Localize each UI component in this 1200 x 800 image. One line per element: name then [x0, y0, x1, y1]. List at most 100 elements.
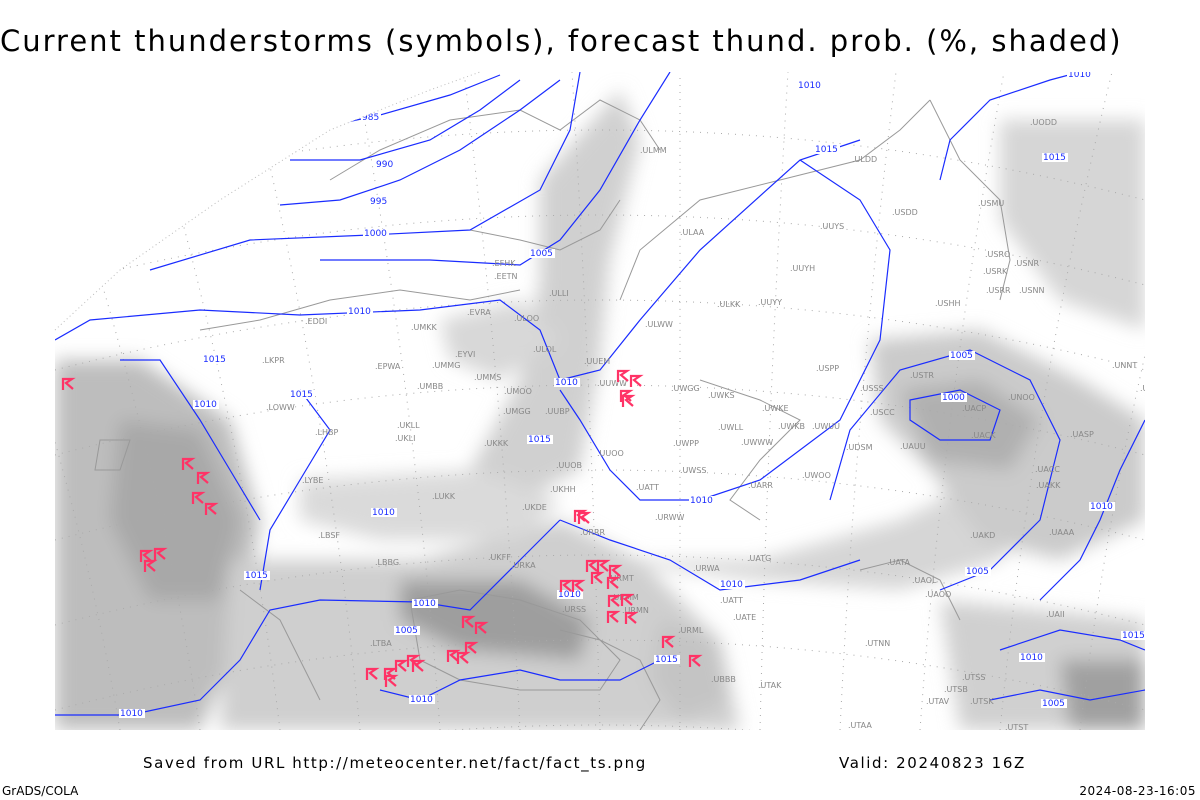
station-label: .UWPP [673, 439, 699, 448]
thunderstorm-icon [616, 369, 631, 382]
station-label: .UWWW [741, 438, 773, 447]
isobar-label-background [202, 355, 228, 364]
isobar-label-background [1067, 72, 1093, 79]
coastline [94, 439, 131, 471]
isobar-label: 1010 [372, 508, 395, 518]
isobar-line [120, 359, 261, 521]
station-label: .UAOO [925, 590, 951, 599]
station-label: .EPWA [375, 362, 401, 371]
probability-shade-area [600, 470, 1060, 590]
station-label: .UTAV [926, 697, 950, 706]
isobar-label-background [119, 709, 145, 718]
station-label: .UATA [887, 558, 911, 567]
coastline [409, 589, 621, 691]
station-label: .UMBB [417, 382, 443, 391]
isobar-label: 1005 [950, 351, 973, 361]
map-title: Current thunderstorms (symbols), forecas… [0, 24, 1123, 58]
station-label: .USRR [986, 286, 1011, 295]
thunderstorm-icon [196, 471, 211, 484]
isobar-label-background [797, 81, 823, 90]
isobar-label-background [1089, 502, 1115, 511]
isobar-label: 1010 [413, 599, 436, 609]
station-label: .LYBE [302, 476, 323, 485]
thunderstorm-icon [606, 576, 621, 589]
station-label: .UKKK [484, 439, 509, 448]
isobar-label: 1015 [245, 571, 268, 581]
station-label: .UWKB [778, 422, 805, 431]
station-label: .ULKK [717, 300, 741, 309]
meridian-line [839, 72, 897, 730]
station-label: .USPP [816, 364, 839, 373]
station-label: .UTAA [848, 721, 872, 730]
station-label: .UAKD [970, 531, 995, 540]
station-label: .UMKK [411, 323, 438, 332]
thunderstorm-icon [559, 579, 574, 592]
thunderstorm-icon [608, 564, 623, 577]
station-label: .USMU [978, 199, 1004, 208]
probability-shade-area [1000, 120, 1145, 330]
isobar-label-background [529, 249, 555, 258]
station-label: .ULLI [549, 289, 569, 298]
isobar-label: 1010 [410, 695, 433, 705]
thunderstorm-icon [394, 659, 409, 672]
station-label: .EDDI [305, 317, 327, 326]
isobar-line [939, 72, 1081, 181]
station-label: .URSS [562, 605, 586, 614]
isobar-label: 1010 [690, 496, 713, 506]
station-label: .EVRA [467, 308, 491, 317]
station-label: .UUYS [820, 222, 844, 231]
isobar-label: 1010 [1090, 502, 1113, 512]
isobar-line [909, 389, 1001, 441]
station-label: .UKFF [488, 553, 511, 562]
station-label: .UTSB [944, 685, 968, 694]
isobar-line [559, 159, 891, 501]
isobar-label: 1000 [942, 393, 965, 403]
coastlines [94, 99, 1011, 730]
thunderstorm-icon [143, 559, 158, 572]
station-label: .LKPR [262, 356, 285, 365]
isobar-label-background [654, 655, 680, 664]
station-label: .UWUU [812, 422, 840, 431]
station-label: .UUBP [545, 407, 570, 416]
probability-shade-area [900, 380, 1040, 470]
isobar-label: 1010 [558, 590, 581, 600]
station-label: .UWKS [708, 391, 735, 400]
probability-shade-area [1060, 660, 1145, 730]
isobar-label-background [557, 590, 583, 599]
isobar-label-background [965, 567, 991, 576]
thunderstorm-icon [464, 641, 479, 654]
station-label: .LHBP [315, 428, 339, 437]
station-label: .URRR [580, 528, 606, 537]
station-label: .UACP [962, 404, 986, 413]
isobar-label: 1005 [966, 567, 989, 577]
isobar-line [55, 519, 561, 716]
isobar-label: 1015 [203, 355, 226, 365]
isobar-label-background [363, 229, 389, 238]
station-label: .UMOO [504, 387, 532, 396]
station-label: .ULWW [645, 320, 673, 329]
station-label: .UWKE [762, 404, 789, 413]
isobar-line [559, 519, 861, 591]
isobar-line [999, 629, 1145, 651]
station-label: .LOWW [266, 403, 295, 412]
station-label: .UWOO [802, 471, 831, 480]
coastline [239, 589, 321, 701]
station-label: .UASP [1070, 430, 1094, 439]
station-label: .UARR [748, 481, 773, 490]
station-label: .UAII [1046, 610, 1065, 619]
station-label: .UKHH [550, 485, 576, 494]
thunderstorm-icon [624, 611, 639, 624]
thunderstorm-icon [384, 674, 399, 687]
station-label: .UNNT [1112, 361, 1137, 370]
station-label: .UACK [971, 431, 996, 440]
thunderstorm-icon [204, 502, 219, 515]
probability-shade-area [440, 300, 560, 380]
station-label: .LBSF [318, 531, 340, 540]
station-label: .USNR [1014, 259, 1039, 268]
isobar-label: 1005 [395, 626, 418, 636]
station-label: .UMGG [503, 407, 531, 416]
station-label: .USTR [910, 371, 934, 380]
station-label: .UUOB [556, 461, 582, 470]
station-label: .ULDD [852, 155, 877, 164]
